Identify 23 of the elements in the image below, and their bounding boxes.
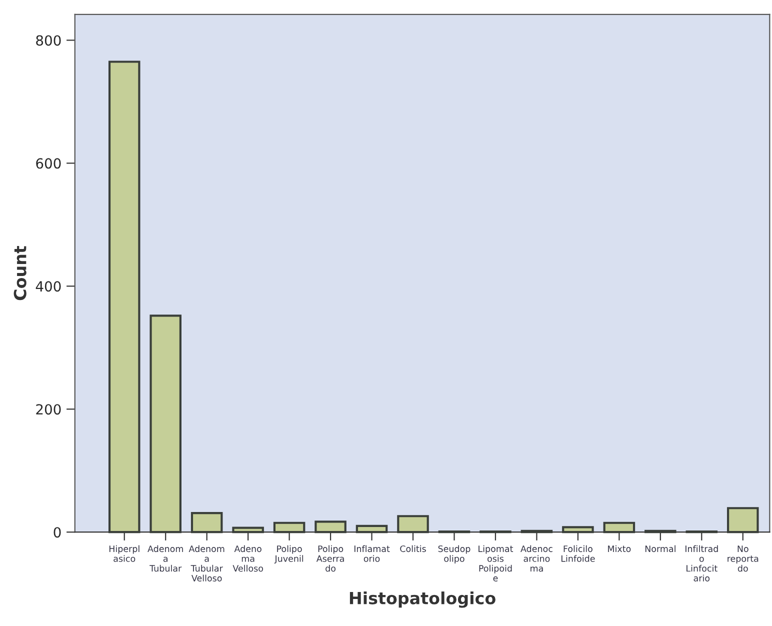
x-tick-label: Adenoc arcino ma: [520, 545, 552, 572]
x-tick-label: Seudop olipo: [438, 545, 470, 564]
x-tick-label: Colitis: [400, 545, 426, 552]
y-tick-label: 800: [36, 35, 61, 46]
y-tick-label: 600: [36, 158, 61, 169]
x-tick-label: Polipo Aserra do: [316, 545, 344, 572]
x-axis-title: Histopatologico: [350, 591, 496, 608]
x-tick-label: Infiltrad o Linfocit ario: [686, 545, 718, 582]
x-tick-label: Polipo Juvenil: [274, 545, 304, 564]
x-tick-label: Mixto: [608, 545, 631, 552]
x-tick-label: Adenom a Tubular Velloso: [188, 545, 224, 582]
y-tick-label: 0: [54, 527, 61, 538]
x-tick-label: Hiperpl asico: [109, 545, 140, 562]
x-tick-label: Normal: [645, 545, 676, 552]
x-tick-label: No reporta do: [728, 546, 758, 572]
x-tick-label: Adenom a Tubular: [148, 545, 183, 572]
x-tick-label: Lipomat osis Polipoid e: [478, 545, 514, 582]
y-tick-label: 200: [36, 404, 61, 415]
x-tick-label: Inflamat orio: [354, 545, 390, 562]
y-tick-label: 400: [36, 281, 61, 292]
y-axis-title: Count: [14, 246, 26, 300]
x-tick-label: Adeno ma Velloso: [232, 545, 263, 572]
x-tick-label: Folicilo Linfoide: [561, 545, 595, 562]
